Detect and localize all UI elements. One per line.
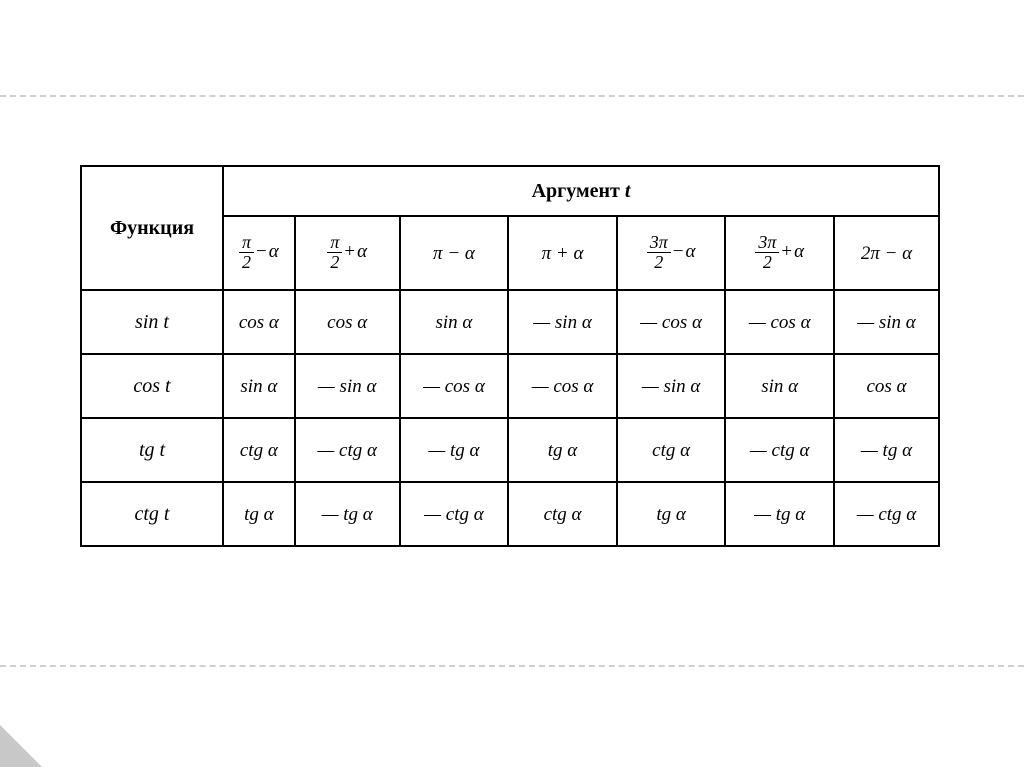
- cell-r3-c1: — tg α: [295, 482, 400, 546]
- row-label-2: tg t: [81, 418, 223, 482]
- argument-expr-5: 3π2+α: [755, 241, 804, 262]
- cell-r1-c1: — sin α: [295, 354, 400, 418]
- argument-column-4: 3π2−α: [617, 216, 726, 290]
- cell-r0-c5: — cos α: [725, 290, 834, 354]
- reduction-formula-table-container: Функция Аргумент t π2−α π2+α π − α π + α 3π2…: [80, 165, 940, 547]
- argument-expr-0: π2−α: [239, 241, 279, 262]
- argument-expr-6: 2π − α: [861, 243, 912, 264]
- argument-header-var: t: [625, 180, 631, 202]
- cell-r1-c2: — cos α: [400, 354, 509, 418]
- cell-r3-c4: tg α: [617, 482, 726, 546]
- cell-r2-c4: ctg α: [617, 418, 726, 482]
- cell-r2-c1: — ctg α: [295, 418, 400, 482]
- argument-expr-2: π − α: [433, 243, 475, 264]
- table-row: ctg t tg α — tg α — ctg α ctg α tg α — tg α — c…: [81, 482, 939, 546]
- cell-value: tg α: [244, 504, 274, 525]
- cell-r1-c5: sin α: [725, 354, 834, 418]
- cell-value: — ctg α: [317, 440, 377, 461]
- cell-r0-c4: — cos α: [617, 290, 726, 354]
- row-label-text: cos t: [133, 375, 170, 397]
- divider-top: [0, 95, 1024, 97]
- argument-expr-1: π2+α: [327, 241, 367, 262]
- cell-value: cos α: [239, 312, 279, 333]
- cell-r1-c6: cos α: [834, 354, 939, 418]
- row-label-text: tg t: [139, 439, 165, 461]
- cell-value: cos α: [327, 312, 367, 333]
- cell-value: sin α: [761, 376, 798, 397]
- cell-value: — tg α: [861, 440, 912, 461]
- cell-value: — cos α: [640, 312, 702, 333]
- cell-r3-c2: — ctg α: [400, 482, 509, 546]
- cell-value: sin α: [240, 376, 277, 397]
- table-row: sin t cos α cos α sin α — sin α — cos α — cos …: [81, 290, 939, 354]
- cell-value: — tg α: [322, 504, 373, 525]
- cell-value: — ctg α: [750, 440, 810, 461]
- argument-header: Аргумент t: [223, 166, 939, 216]
- argument-column-5: 3π2+α: [725, 216, 834, 290]
- cell-value: — tg α: [428, 440, 479, 461]
- cell-value: — tg α: [754, 504, 805, 525]
- row-label-text: ctg t: [135, 503, 170, 525]
- cell-r0-c6: — sin α: [834, 290, 939, 354]
- cell-value: tg α: [656, 504, 686, 525]
- cell-value: — sin α: [533, 312, 592, 333]
- argument-column-6: 2π − α: [834, 216, 939, 290]
- cell-value: — ctg α: [424, 504, 484, 525]
- row-label-1: cos t: [81, 354, 223, 418]
- cell-value: — sin α: [857, 312, 916, 333]
- argument-column-1: π2+α: [295, 216, 400, 290]
- cell-r1-c3: — cos α: [508, 354, 617, 418]
- table-row: cos t sin α — sin α — cos α — cos α — sin α si…: [81, 354, 939, 418]
- cell-r3-c3: ctg α: [508, 482, 617, 546]
- divider-bottom: [0, 665, 1024, 667]
- cell-r0-c1: cos α: [295, 290, 400, 354]
- cell-value: — ctg α: [857, 504, 917, 525]
- reduction-formula-table: Функция Аргумент t π2−α π2+α π − α π + α 3π2…: [80, 165, 940, 547]
- cell-r3-c0: tg α: [223, 482, 295, 546]
- cell-value: ctg α: [544, 504, 582, 525]
- argument-header-label: Аргумент: [532, 180, 620, 202]
- cell-value: — sin α: [642, 376, 701, 397]
- cell-r0-c2: sin α: [400, 290, 509, 354]
- row-label-3: ctg t: [81, 482, 223, 546]
- cell-r2-c0: ctg α: [223, 418, 295, 482]
- cell-r2-c6: — tg α: [834, 418, 939, 482]
- cell-value: tg α: [548, 440, 578, 461]
- cell-value: — cos α: [749, 312, 811, 333]
- page-corner-fold-icon: [0, 725, 42, 767]
- cell-value: — cos α: [532, 376, 594, 397]
- row-label-0: sin t: [81, 290, 223, 354]
- cell-r2-c2: — tg α: [400, 418, 509, 482]
- cell-value: — sin α: [318, 376, 377, 397]
- cell-r0-c0: cos α: [223, 290, 295, 354]
- table-row: tg t ctg α — ctg α — tg α tg α ctg α — ctg α — …: [81, 418, 939, 482]
- argument-expr-4: 3π2−α: [647, 241, 696, 262]
- cell-r2-c5: — ctg α: [725, 418, 834, 482]
- table-body: sin t cos α cos α sin α — sin α — cos α — cos …: [81, 290, 939, 546]
- cell-r3-c6: — ctg α: [834, 482, 939, 546]
- row-label-text: sin t: [135, 311, 169, 333]
- cell-r1-c0: sin α: [223, 354, 295, 418]
- argument-column-2: π − α: [400, 216, 509, 290]
- cell-r3-c5: — tg α: [725, 482, 834, 546]
- argument-column-0: π2−α: [223, 216, 295, 290]
- cell-r2-c3: tg α: [508, 418, 617, 482]
- cell-value: ctg α: [652, 440, 690, 461]
- argument-expr-3: π + α: [542, 243, 584, 264]
- cell-r1-c4: — sin α: [617, 354, 726, 418]
- cell-value: sin α: [436, 312, 473, 333]
- cell-r0-c3: — sin α: [508, 290, 617, 354]
- cell-value: — cos α: [423, 376, 485, 397]
- argument-column-3: π + α: [508, 216, 617, 290]
- cell-value: ctg α: [240, 440, 278, 461]
- function-column-header: Функция: [81, 166, 223, 290]
- cell-value: cos α: [866, 376, 906, 397]
- function-header-label: Функция: [110, 217, 194, 239]
